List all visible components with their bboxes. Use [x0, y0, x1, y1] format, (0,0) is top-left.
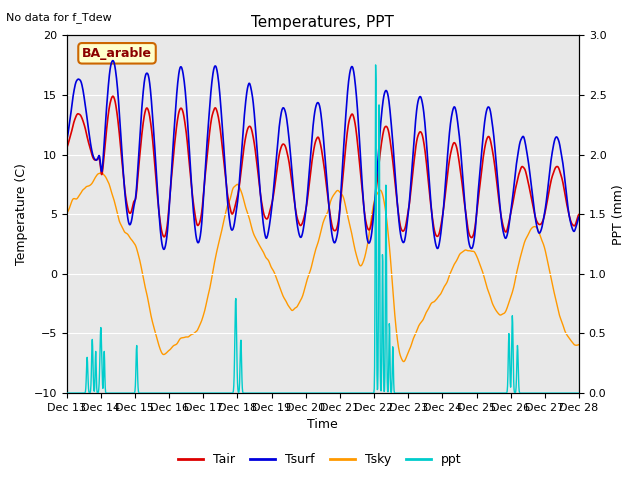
Title: Temperatures, PPT: Temperatures, PPT — [252, 15, 394, 30]
Y-axis label: Temperature (C): Temperature (C) — [15, 163, 28, 265]
Text: BA_arable: BA_arable — [82, 47, 152, 60]
Legend: Tair, Tsurf, Tsky, ppt: Tair, Tsurf, Tsky, ppt — [173, 448, 467, 471]
Y-axis label: PPT (mm): PPT (mm) — [612, 184, 625, 245]
X-axis label: Time: Time — [307, 419, 338, 432]
Text: No data for f_Tdew: No data for f_Tdew — [6, 12, 112, 23]
